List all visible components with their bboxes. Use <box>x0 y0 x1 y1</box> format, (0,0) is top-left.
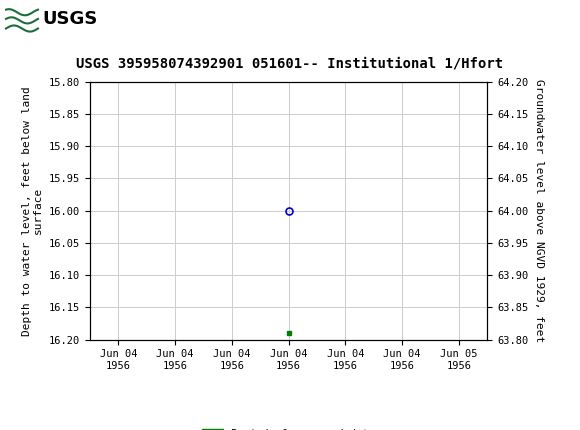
Legend: Period of approved data: Period of approved data <box>198 424 379 430</box>
Text: USGS: USGS <box>42 10 97 28</box>
Y-axis label: Groundwater level above NGVD 1929, feet: Groundwater level above NGVD 1929, feet <box>534 79 543 342</box>
Y-axis label: Depth to water level, feet below land
surface: Depth to water level, feet below land su… <box>22 86 44 335</box>
Text: USGS 395958074392901 051601-- Institutional 1/Hfort: USGS 395958074392901 051601-- Institutio… <box>77 57 503 71</box>
Bar <box>4 3 84 36</box>
